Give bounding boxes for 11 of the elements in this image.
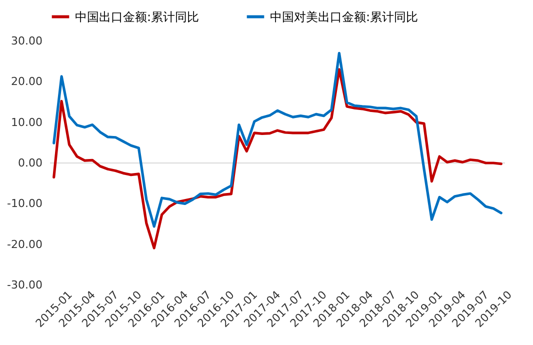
y-tick-label: 20.00 (11, 75, 42, 88)
y-tick-label: 30.00 (11, 34, 42, 48)
legend-label: 中国出口金额:累计同比 (75, 10, 200, 24)
y-tick-label: 10.00 (11, 116, 42, 129)
line-series (52, 52, 502, 228)
y-tick-label: -10.00 (7, 197, 42, 210)
legend-label: 中国对美出口金额:累计同比 (270, 10, 418, 24)
y-tick-label: -30.00 (7, 278, 42, 292)
y-tick-label: -20.00 (7, 238, 42, 251)
line-series (52, 68, 502, 250)
y-tick-label: 0.00 (18, 156, 42, 170)
